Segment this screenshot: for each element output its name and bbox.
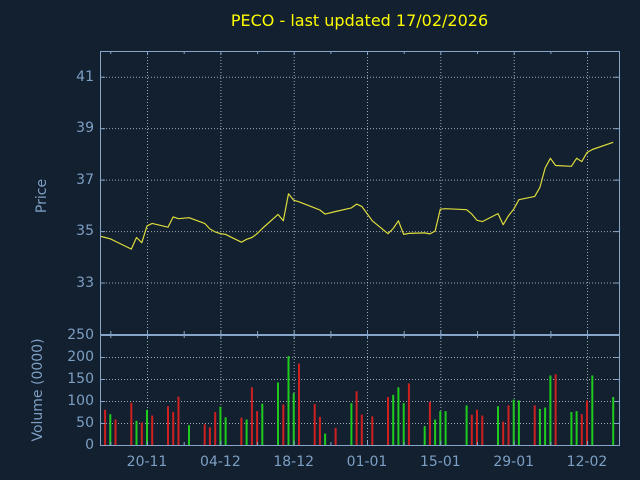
volume-bar <box>387 397 389 445</box>
volume-bar <box>554 374 557 445</box>
volume-bar <box>533 405 536 445</box>
volume-bar <box>224 417 227 445</box>
volume-bar <box>544 407 547 445</box>
volume-bar <box>146 409 148 445</box>
volume-bar <box>397 387 400 445</box>
volume-bar <box>570 412 573 445</box>
volume-bar <box>355 391 358 445</box>
volume-bar <box>481 415 484 445</box>
volume-ytick-label: 100 <box>67 393 94 409</box>
x-axis-date-label: 29-01 <box>493 454 535 470</box>
chart-title: PECO - last updated 17/02/2026 <box>230 11 489 30</box>
volume-bar <box>277 382 279 445</box>
volume-bar <box>245 419 248 445</box>
x-axis-date-label: 20-11 <box>126 454 168 470</box>
volume-bar <box>298 363 300 445</box>
volume-bar <box>538 408 541 445</box>
volume-bar <box>282 404 285 445</box>
volume-bar <box>318 416 321 445</box>
volume-bar <box>109 414 112 445</box>
volume-bar <box>497 406 499 445</box>
volume-bar <box>591 375 594 445</box>
volume-bar <box>172 412 175 445</box>
volume-bar <box>167 406 169 445</box>
volume-bar <box>287 356 290 445</box>
volume-bar <box>502 421 505 445</box>
volume-bar <box>512 399 515 445</box>
price-ytick-label: 35 <box>76 223 94 240</box>
x-axis-date-label: 12-02 <box>566 454 608 470</box>
volume-ytick-label: 0 <box>85 437 94 453</box>
volume-bar <box>586 400 588 445</box>
volume-bar <box>140 422 143 445</box>
price-ytick-label: 39 <box>76 120 94 137</box>
volume-bar <box>135 420 138 445</box>
x-axis-date-label: 04-12 <box>200 454 241 470</box>
volume-bar <box>151 415 154 445</box>
price-ytick-label: 41 <box>76 68 94 85</box>
volume-bar <box>334 427 337 445</box>
volume-bar <box>214 412 217 445</box>
price-ytick-label: 37 <box>76 171 94 188</box>
volume-bar <box>580 414 583 445</box>
volume-bar <box>434 419 437 445</box>
volume-bar <box>517 400 520 445</box>
volume-bar <box>439 411 442 445</box>
volume-bar <box>402 403 405 445</box>
volume-bar <box>350 403 353 445</box>
x-axis-date-label: 01-01 <box>346 454 388 470</box>
volume-bar <box>407 383 410 445</box>
volume-bar <box>470 414 473 445</box>
volume-bar <box>549 375 552 445</box>
volume-bar <box>130 402 133 445</box>
volume-bar <box>423 426 426 445</box>
price-line <box>99 141 614 250</box>
volume-bar <box>444 411 447 445</box>
volume-bar <box>240 417 243 445</box>
volume-bar <box>612 397 615 445</box>
volume-bar <box>507 405 510 445</box>
volume-bar <box>256 411 259 445</box>
price-ytick-label: 33 <box>76 274 94 291</box>
volume-bar <box>575 411 578 445</box>
volume-bar <box>392 394 395 445</box>
volume-bar <box>324 433 327 445</box>
volume-bar <box>313 404 316 445</box>
volume-ytick-label: 150 <box>67 371 94 387</box>
volume-bar <box>208 427 211 445</box>
volume-ytick-label: 200 <box>67 349 94 365</box>
volume-bar <box>292 393 295 445</box>
x-axis-date-label: 15-01 <box>419 454 461 470</box>
volume-bar <box>428 401 431 445</box>
volume-ytick-label: 250 <box>67 327 94 343</box>
volume-bar <box>261 403 264 445</box>
volume-bar <box>371 416 374 445</box>
volume-bar <box>360 414 363 445</box>
volume-bar <box>188 425 190 445</box>
x-axis-date-label: 18-12 <box>273 454 315 470</box>
volume-bar <box>104 409 107 445</box>
volume-bar <box>476 409 478 445</box>
volume-bar <box>177 396 180 445</box>
volume-plot-border <box>100 335 620 446</box>
price-plot-border <box>100 51 620 335</box>
volume-ytick-label: 50 <box>76 415 94 431</box>
volume-bar <box>203 424 206 445</box>
volume-bar <box>465 405 468 445</box>
volume-bar <box>114 419 117 445</box>
volume-bar <box>219 406 222 445</box>
volume-bar <box>250 387 253 445</box>
